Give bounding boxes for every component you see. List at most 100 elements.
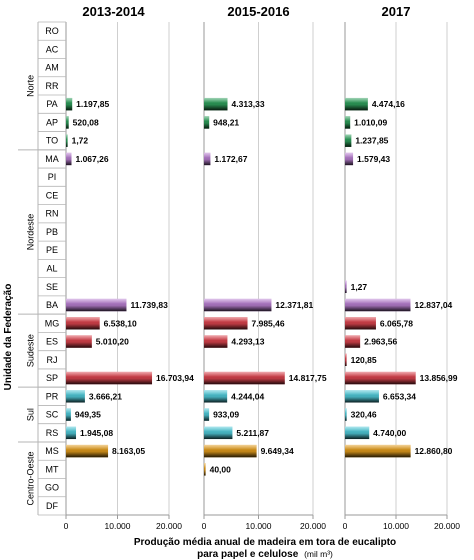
bar-ma-2 bbox=[204, 152, 211, 166]
bar-pr-3 bbox=[345, 390, 379, 403]
bar-ms-1 bbox=[66, 444, 109, 458]
bar-rs-3 bbox=[345, 426, 370, 440]
bar-highlight bbox=[66, 116, 69, 129]
bar-to-3 bbox=[345, 134, 352, 147]
bar-pr-1 bbox=[66, 390, 85, 403]
category-label-pe: PE bbox=[46, 245, 58, 255]
bar-highlight bbox=[345, 371, 416, 385]
data-label-sp-2: 14.817,75 bbox=[289, 373, 327, 383]
data-label-es-1: 5.010,20 bbox=[96, 337, 129, 347]
bar-highlight bbox=[345, 280, 347, 293]
bar-highlight bbox=[345, 444, 411, 458]
bar-highlight bbox=[204, 371, 285, 385]
data-label-mg-3: 6.065,78 bbox=[380, 318, 413, 328]
category-label-rn: RN bbox=[46, 209, 59, 219]
bar-to-1 bbox=[66, 134, 68, 147]
bar-mg-3 bbox=[345, 317, 376, 330]
labels-layer: 1.197,85 520,08 1,72 1.067,26 11.739,83 6.538… bbox=[72, 99, 458, 474]
data-label-ms-2: 9.649,34 bbox=[261, 446, 294, 456]
bar-highlight bbox=[204, 408, 210, 421]
data-label-rs-2: 5.211,87 bbox=[236, 428, 269, 438]
x-axis-title-line2: para papel e celulose (mil m³) bbox=[197, 549, 333, 560]
bar-rs-1 bbox=[66, 426, 77, 440]
category-label-pi: PI bbox=[48, 172, 57, 182]
category-label-ac: AC bbox=[46, 44, 59, 54]
data-label-sc-1: 949,35 bbox=[75, 410, 101, 420]
data-label-mt-2: 40,00 bbox=[210, 464, 232, 474]
bar-highlight bbox=[204, 152, 211, 166]
bar-es-1 bbox=[66, 335, 92, 348]
category-label-pr: PR bbox=[46, 391, 59, 401]
category-label-rj: RJ bbox=[47, 355, 58, 365]
bar-es-2 bbox=[204, 335, 228, 348]
data-label-ms-1: 8.163,05 bbox=[112, 446, 145, 456]
bar-highlight bbox=[66, 335, 92, 348]
data-label-pa-3: 4.474,16 bbox=[372, 99, 405, 109]
bar-highlight bbox=[204, 463, 206, 476]
data-label-pa-1: 1.197,85 bbox=[76, 99, 109, 109]
bar-pr-2 bbox=[204, 390, 228, 403]
bar-ma-1 bbox=[66, 152, 72, 166]
x-tick-label: 0 bbox=[64, 521, 69, 531]
bar-sc-1 bbox=[66, 408, 71, 421]
bar-highlight bbox=[345, 152, 354, 166]
bar-pa-2 bbox=[204, 97, 228, 111]
data-label-ba-3: 12.837,04 bbox=[414, 300, 452, 310]
category-label-pb: PB bbox=[46, 227, 58, 237]
bar-highlight bbox=[204, 116, 210, 129]
data-label-rs-3: 4.740,00 bbox=[373, 428, 406, 438]
data-label-sp-3: 13.856,99 bbox=[420, 373, 458, 383]
x-tick-label: 0 bbox=[202, 521, 207, 531]
bar-highlight bbox=[204, 444, 257, 458]
bar-sp-1 bbox=[66, 371, 153, 385]
bar-highlight bbox=[66, 444, 109, 458]
bar-highlight bbox=[204, 317, 248, 330]
data-label-ma-1: 1.067,26 bbox=[75, 154, 108, 164]
bar-ap-2 bbox=[204, 116, 210, 129]
category-label-sp: SP bbox=[46, 373, 58, 383]
y-axis-title: Unidade da Federação bbox=[3, 284, 14, 391]
data-label-ms-3: 12.860,80 bbox=[415, 446, 453, 456]
data-label-pa-2: 4.313,33 bbox=[232, 99, 265, 109]
bar-highlight bbox=[204, 97, 228, 111]
x-tick-label: 10.000 bbox=[246, 521, 272, 531]
data-label-to-3: 1.237,85 bbox=[355, 136, 388, 146]
category-label-mg: MG bbox=[45, 318, 60, 328]
category-label-se: SE bbox=[46, 282, 58, 292]
category-label-al: AL bbox=[46, 264, 57, 274]
bar-highlight bbox=[66, 134, 68, 147]
bar-highlight bbox=[345, 335, 361, 348]
data-label-ap-1: 520,08 bbox=[73, 117, 99, 127]
data-label-ba-1: 11.739,83 bbox=[130, 300, 168, 310]
bar-highlight bbox=[66, 390, 85, 403]
group-label-centro-oeste: Centro-Oeste bbox=[25, 451, 35, 505]
x-tick-label: 20.000 bbox=[300, 521, 326, 531]
bar-highlight bbox=[345, 134, 352, 147]
category-label-ma: MA bbox=[45, 154, 59, 164]
bar-highlight bbox=[66, 317, 100, 330]
bar-highlight bbox=[345, 97, 368, 111]
bar-sc-2 bbox=[204, 408, 210, 421]
data-label-mg-2: 7.985,46 bbox=[252, 318, 285, 328]
axes-layer: Norte Nordeste Sudeste Sul Centro-Oeste RO AC A… bbox=[18, 4, 460, 531]
data-label-mg-1: 6.538,10 bbox=[104, 318, 137, 328]
x-tick-label: 0 bbox=[343, 521, 348, 531]
data-label-ap-3: 1.010,09 bbox=[354, 117, 387, 127]
bar-ap-3 bbox=[345, 116, 351, 129]
category-label-es: ES bbox=[46, 337, 58, 347]
x-axis-unit: (mil m³) bbox=[304, 549, 333, 559]
bar-highlight bbox=[204, 390, 228, 403]
group-label-sudeste: Sudeste bbox=[25, 334, 35, 367]
category-label-sc: SC bbox=[46, 410, 59, 420]
bar-highlight bbox=[345, 353, 347, 367]
group-label-nordeste: Nordeste bbox=[25, 214, 35, 251]
group-label-sul: Sul bbox=[25, 408, 35, 421]
category-label-rr: RR bbox=[46, 81, 59, 91]
x-axis-title-line1: Produção média anual de madeira em tora … bbox=[134, 537, 396, 548]
bar-mt-2 bbox=[204, 463, 206, 476]
grid-layer bbox=[65, 22, 448, 515]
bar-highlight bbox=[345, 408, 347, 421]
bar-ms-3 bbox=[345, 444, 411, 458]
panel-title-2: 2015-2016 bbox=[227, 4, 289, 19]
